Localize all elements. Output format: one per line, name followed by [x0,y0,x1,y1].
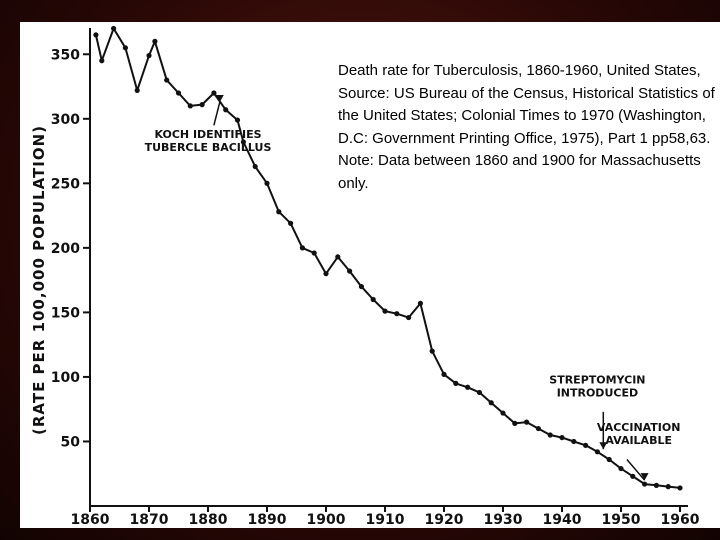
data-point [453,380,459,386]
data-point [199,102,205,108]
data-point [488,400,494,406]
data-point [175,90,182,96]
data-point [665,484,671,490]
x-tick-label: 1960 [661,512,700,528]
x-tick-label: 1910 [366,512,405,528]
x-tick-label: 1870 [130,512,169,528]
data-point [152,38,158,44]
y-tick-label: 200 [51,241,80,257]
data-point [146,52,152,59]
x-tick-label: 1860 [71,512,110,528]
series-line [94,27,681,489]
data-point [406,314,412,321]
data-point [370,296,376,303]
data-point [335,254,341,260]
data-point [630,473,636,479]
data-point [653,482,660,488]
data-point [122,45,128,51]
data-point [547,432,553,438]
data-point [223,107,229,113]
data-point [288,220,294,226]
data-point [512,420,518,426]
data-point [583,442,589,448]
data-point [500,410,506,416]
data-point [347,268,353,274]
y-tick-label: 350 [51,47,80,63]
annotation-text: VACCINATION [597,421,681,434]
data-point [524,419,530,425]
x-tick-label: 1890 [248,512,287,528]
x-tick-label: 1880 [189,512,228,528]
x-tick-label: 1900 [307,512,346,528]
data-point [441,371,447,377]
data-point [276,209,282,215]
data-point [677,485,683,491]
data-point [535,425,542,432]
chart-caption: Death rate for Tuberculosis, 1860-1960, … [338,62,715,192]
y-tick-label: 50 [61,434,81,450]
data-point [211,90,217,96]
annotation-text: KOCH IDENTIFIES [154,128,261,141]
data-point [323,271,329,277]
x-tick-label: 1940 [543,512,582,528]
y-tick-label: 300 [51,112,80,128]
data-point [594,449,601,455]
axes: 50 100 150 200 250 300 350 1860 1870 1880 1890 1900… [51,28,700,528]
data-point [93,32,99,38]
data-point [394,311,400,317]
y-tick-label: 100 [51,370,80,386]
x-tick-label: 1950 [602,512,641,528]
data-point [264,180,270,186]
data-point [429,348,435,354]
annotation-text: TUBERCLE BACILLUS [145,141,272,154]
data-point [311,250,317,256]
annotation-text: INTRODUCED [557,386,638,399]
annotation-arrowhead [599,442,608,450]
data-point [358,283,364,290]
data-point [642,481,648,487]
data-point [465,384,471,390]
annotation-arrow [626,459,646,481]
annotation-arrowhead [215,95,224,103]
data-point [134,87,140,94]
data-point [234,117,241,123]
data-point [618,465,624,472]
annotation-text: AVAILABLE [605,434,672,447]
series-layer [93,25,683,491]
data-point [571,438,577,445]
data-point [164,77,170,83]
data-point [559,434,565,441]
data-point [606,456,612,463]
y-axis-label: (RATE PER 100,000 POPULATION) [30,125,48,435]
data-point [417,300,423,306]
annotation-arrowhead [640,473,649,481]
data-point [252,163,258,170]
x-tick-label: 1930 [484,512,523,528]
annotation-text: STREPTOMYCIN [549,373,645,386]
data-point [299,245,305,251]
data-point [187,103,193,109]
annotation-arrow [213,101,221,126]
tb-death-rate-chart: 50 100 150 200 250 300 350 1860 1870 1880 1890 1900… [30,25,700,528]
data-point [99,58,105,64]
data-point [476,389,482,396]
y-tick-label: 250 [51,176,80,192]
data-point [382,308,388,314]
chart-panel: 50 100 150 200 250 300 350 1860 1870 1880 1890 1900… [20,22,720,528]
y-tick-label: 150 [51,305,80,321]
x-tick-label: 1920 [425,512,464,528]
data-point [240,139,246,145]
data-point [111,25,117,32]
